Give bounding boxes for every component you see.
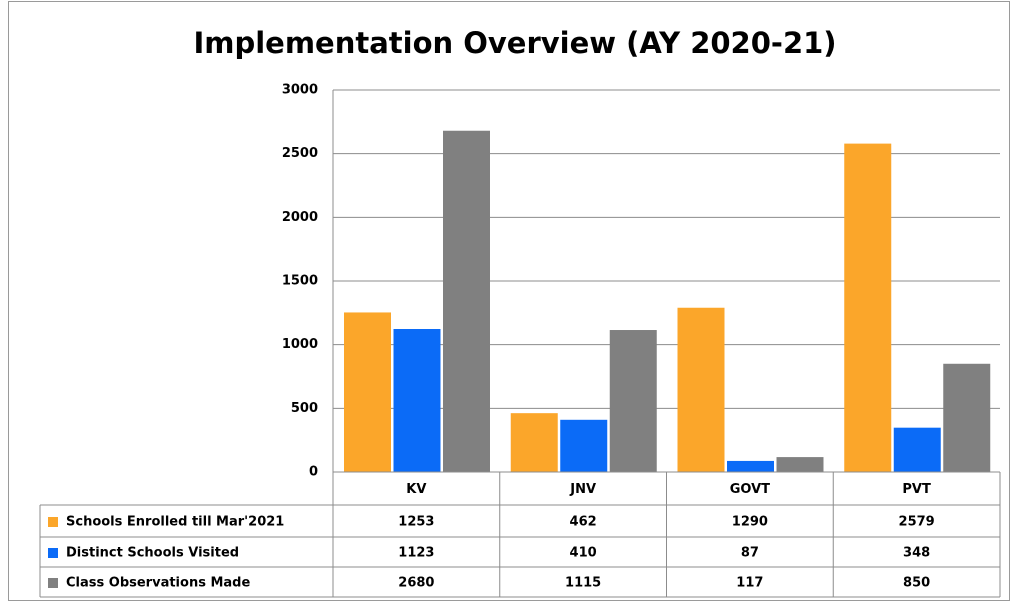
x-tick-label: JNV (569, 482, 596, 497)
table-value: 2579 (899, 515, 935, 530)
table-value: 1290 (732, 515, 768, 530)
y-tick-label: 2000 (282, 210, 318, 225)
bar (443, 130, 490, 472)
bar (727, 460, 774, 472)
table-value: 87 (741, 546, 759, 561)
bar (344, 312, 391, 472)
y-tick-label: 500 (291, 401, 318, 416)
bar (893, 427, 941, 472)
table-value: 1123 (398, 546, 434, 561)
table-value: 1253 (398, 515, 434, 530)
legend-label: Schools Enrolled till Mar'2021 (66, 515, 284, 530)
x-tick-label: PVT (902, 482, 931, 497)
legend-label: Class Observations Made (66, 576, 250, 591)
table-value: 2680 (398, 576, 434, 591)
table-value: 462 (570, 515, 597, 530)
y-tick-label: 1000 (282, 337, 318, 352)
y-tick-label: 0 (309, 465, 318, 480)
table-value: 1115 (565, 576, 601, 591)
legend-key (48, 548, 58, 558)
table-value: 850 (903, 576, 930, 591)
bar (560, 419, 608, 472)
table-value: 348 (903, 546, 930, 561)
frame (8, 1, 1010, 601)
bar (510, 413, 558, 472)
bar (393, 329, 441, 472)
legend-key (48, 578, 58, 588)
bar (844, 143, 892, 472)
bar (776, 457, 824, 472)
table-value: 117 (736, 576, 763, 591)
y-tick-label: 2500 (282, 146, 318, 161)
bar (677, 307, 725, 472)
x-tick-label: KV (406, 482, 426, 497)
bar (609, 330, 657, 472)
y-tick-label: 3000 (282, 83, 318, 98)
table-value: 410 (570, 546, 597, 561)
chart-title: Implementation Overview (AY 2020-21) (193, 26, 836, 60)
legend-label: Distinct Schools Visited (66, 546, 239, 561)
x-tick-label: GOVT (730, 482, 770, 497)
y-tick-label: 1500 (282, 274, 318, 289)
bar (943, 363, 991, 472)
legend-key (48, 517, 58, 527)
